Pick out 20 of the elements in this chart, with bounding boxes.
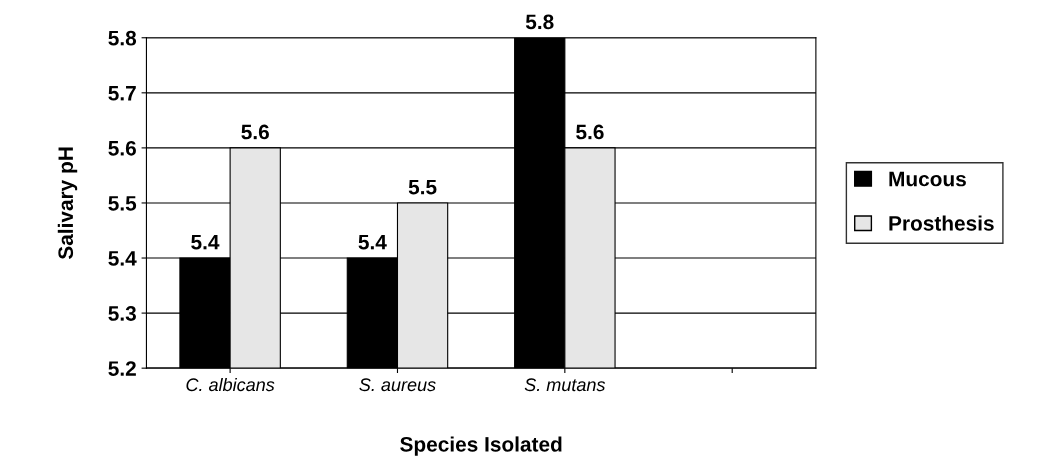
y-tick-label: 5.7 <box>108 86 136 101</box>
x-tick-label: C. albicans <box>186 377 275 392</box>
data-label: 5.4 <box>191 234 220 250</box>
y-axis-title: Salivary pH <box>57 147 78 260</box>
x-axis-title: Species Isolated <box>400 436 562 456</box>
x-tick-label: S. mutans <box>524 378 606 392</box>
data-label: 5.6 <box>241 124 269 140</box>
x-tick-label: S. aureus <box>359 378 436 392</box>
y-tick-label: 5.3 <box>108 306 136 321</box>
y-tick-label: 5.8 <box>108 30 137 46</box>
data-label: 5.8 <box>525 14 554 30</box>
data-label: 5.5 <box>408 179 437 195</box>
legend-label: Prosthesis <box>889 215 994 231</box>
legend-label: Mucous <box>889 171 966 187</box>
y-tick-label: 5.6 <box>108 140 136 156</box>
y-tick-label: 5.5 <box>108 196 137 211</box>
data-label: 5.4 <box>358 234 387 250</box>
data-label: 5.6 <box>576 124 604 140</box>
y-tick-label: 5.2 <box>108 361 136 376</box>
y-tick-label: 5.4 <box>108 251 137 266</box>
